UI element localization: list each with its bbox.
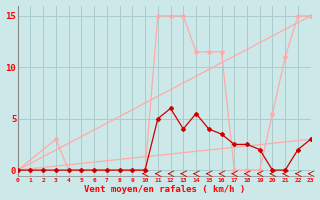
- X-axis label: Vent moyen/en rafales ( km/h ): Vent moyen/en rafales ( km/h ): [84, 185, 245, 194]
